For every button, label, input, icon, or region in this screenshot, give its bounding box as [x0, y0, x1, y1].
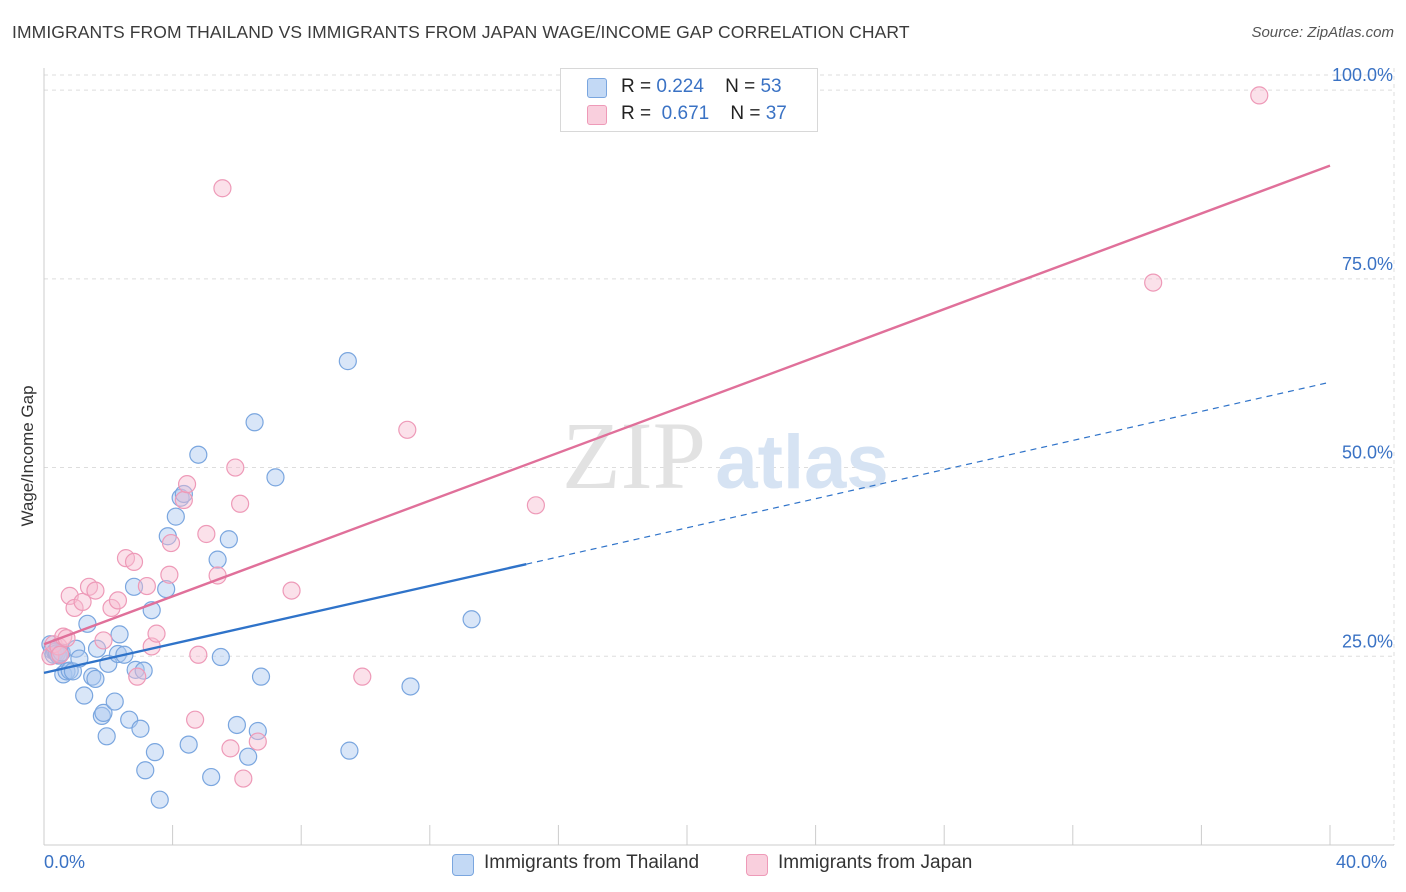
- thailand-point: [251, 667, 271, 686]
- thailand-point: [83, 667, 102, 686]
- thailand-point: [248, 721, 267, 741]
- japan-point: [147, 624, 166, 643]
- thailand-point: [145, 743, 165, 762]
- y-tick-labels: 25.0% 50.0% 75.0% 100.0%: [1332, 65, 1393, 651]
- thailand-point: [202, 767, 221, 787]
- thailand-point: [245, 413, 264, 432]
- thailand-trendline: [43, 563, 527, 675]
- watermark-atlas: atlas: [715, 420, 888, 505]
- thailand-point: [150, 790, 169, 809]
- source-credit: Source: ZipAtlas.com: [1251, 24, 1394, 41]
- japan-point: [282, 581, 301, 600]
- thailand-n-label: N =: [725, 76, 756, 97]
- watermark: ZIP atlas: [562, 402, 889, 509]
- japan-point: [161, 533, 181, 553]
- x-tick-max: 40.0%: [1336, 852, 1388, 872]
- thailand-point: [338, 352, 357, 371]
- japan-trendline: [43, 164, 1331, 646]
- y-tick-label: 100.0%: [1332, 65, 1393, 85]
- y-tick-label: 25.0%: [1342, 631, 1393, 651]
- japan-point: [94, 631, 113, 650]
- thailand-point: [179, 735, 198, 754]
- thailand-point: [239, 747, 258, 766]
- japan-point: [398, 420, 417, 439]
- correlation-legend: R = 0.224 N = 53 R = 0.671 N = 37: [560, 68, 818, 132]
- japan-point: [50, 645, 70, 664]
- thailand-point: [124, 577, 144, 596]
- thailand-n-value: 53: [760, 76, 782, 97]
- thailand-point: [208, 550, 227, 569]
- japan-point: [248, 732, 267, 751]
- japan-point: [86, 581, 105, 600]
- japan-point: [174, 490, 193, 510]
- japan-point: [128, 667, 147, 686]
- thailand-point: [401, 677, 420, 696]
- thailand-legend-label: Immigrants from Thailand: [484, 852, 700, 873]
- japan-point: [160, 565, 179, 584]
- thailand-point: [340, 741, 359, 760]
- japan-r-label: R =: [621, 103, 652, 124]
- japan-point: [221, 739, 240, 758]
- japan-point: [526, 496, 545, 515]
- japan-r-value: 0.671: [661, 103, 710, 124]
- thailand-point: [131, 719, 150, 738]
- japan-point: [213, 179, 232, 198]
- thailand-point: [227, 715, 246, 735]
- thailand-point: [105, 692, 124, 711]
- japan-point: [1250, 86, 1269, 105]
- thailand-point: [211, 647, 230, 667]
- thailand-point: [94, 703, 113, 722]
- japan-point: [231, 494, 250, 513]
- thailand-point: [136, 761, 155, 780]
- japan-legend-swatch: [746, 854, 768, 876]
- thailand-point: [266, 468, 285, 487]
- thailand-r-label: R =: [621, 76, 652, 97]
- watermark-zip: ZIP: [562, 402, 706, 509]
- thailand-trendline-extension: [526, 381, 1331, 565]
- thailand-point: [174, 484, 193, 504]
- japan-legend-label: Immigrants from Japan: [778, 852, 973, 873]
- japan-point: [73, 592, 92, 612]
- japan-point: [353, 667, 372, 686]
- thailand-point: [219, 530, 238, 549]
- japan-point: [234, 769, 253, 788]
- japan-point: [108, 591, 128, 610]
- thailand-legend-swatch: [452, 854, 474, 876]
- japan-point: [137, 576, 156, 596]
- y-tick-label: 50.0%: [1342, 443, 1393, 463]
- trend-lines: [43, 164, 1331, 675]
- japan-n-label: N =: [730, 103, 761, 124]
- thailand-point: [166, 507, 185, 526]
- thailand-point: [86, 669, 105, 689]
- thailand-point: [110, 625, 129, 644]
- thailand-point: [189, 445, 208, 464]
- thailand-r-value: 0.224: [656, 76, 704, 97]
- japan-swatch: [587, 105, 607, 125]
- thailand-swatch: [587, 78, 607, 98]
- thailand-point: [462, 610, 481, 629]
- japan-point: [177, 475, 197, 494]
- japan-point: [124, 552, 144, 572]
- japan-point: [197, 524, 216, 544]
- y-tick-label: 75.0%: [1342, 254, 1393, 274]
- japan-point: [189, 645, 208, 664]
- japan-n-value: 37: [765, 103, 787, 124]
- axes: [43, 68, 1394, 846]
- japan-point: [1144, 273, 1163, 292]
- chart-title: IMMIGRANTS FROM THAILAND VS IMMIGRANTS F…: [12, 22, 910, 42]
- thailand-point: [75, 686, 94, 705]
- japan-point: [186, 710, 205, 729]
- thailand-point: [97, 727, 116, 746]
- japan-point: [226, 458, 245, 477]
- thailand-point: [92, 706, 111, 726]
- japan-point: [102, 598, 121, 618]
- x-tick-min: 0.0%: [44, 852, 86, 872]
